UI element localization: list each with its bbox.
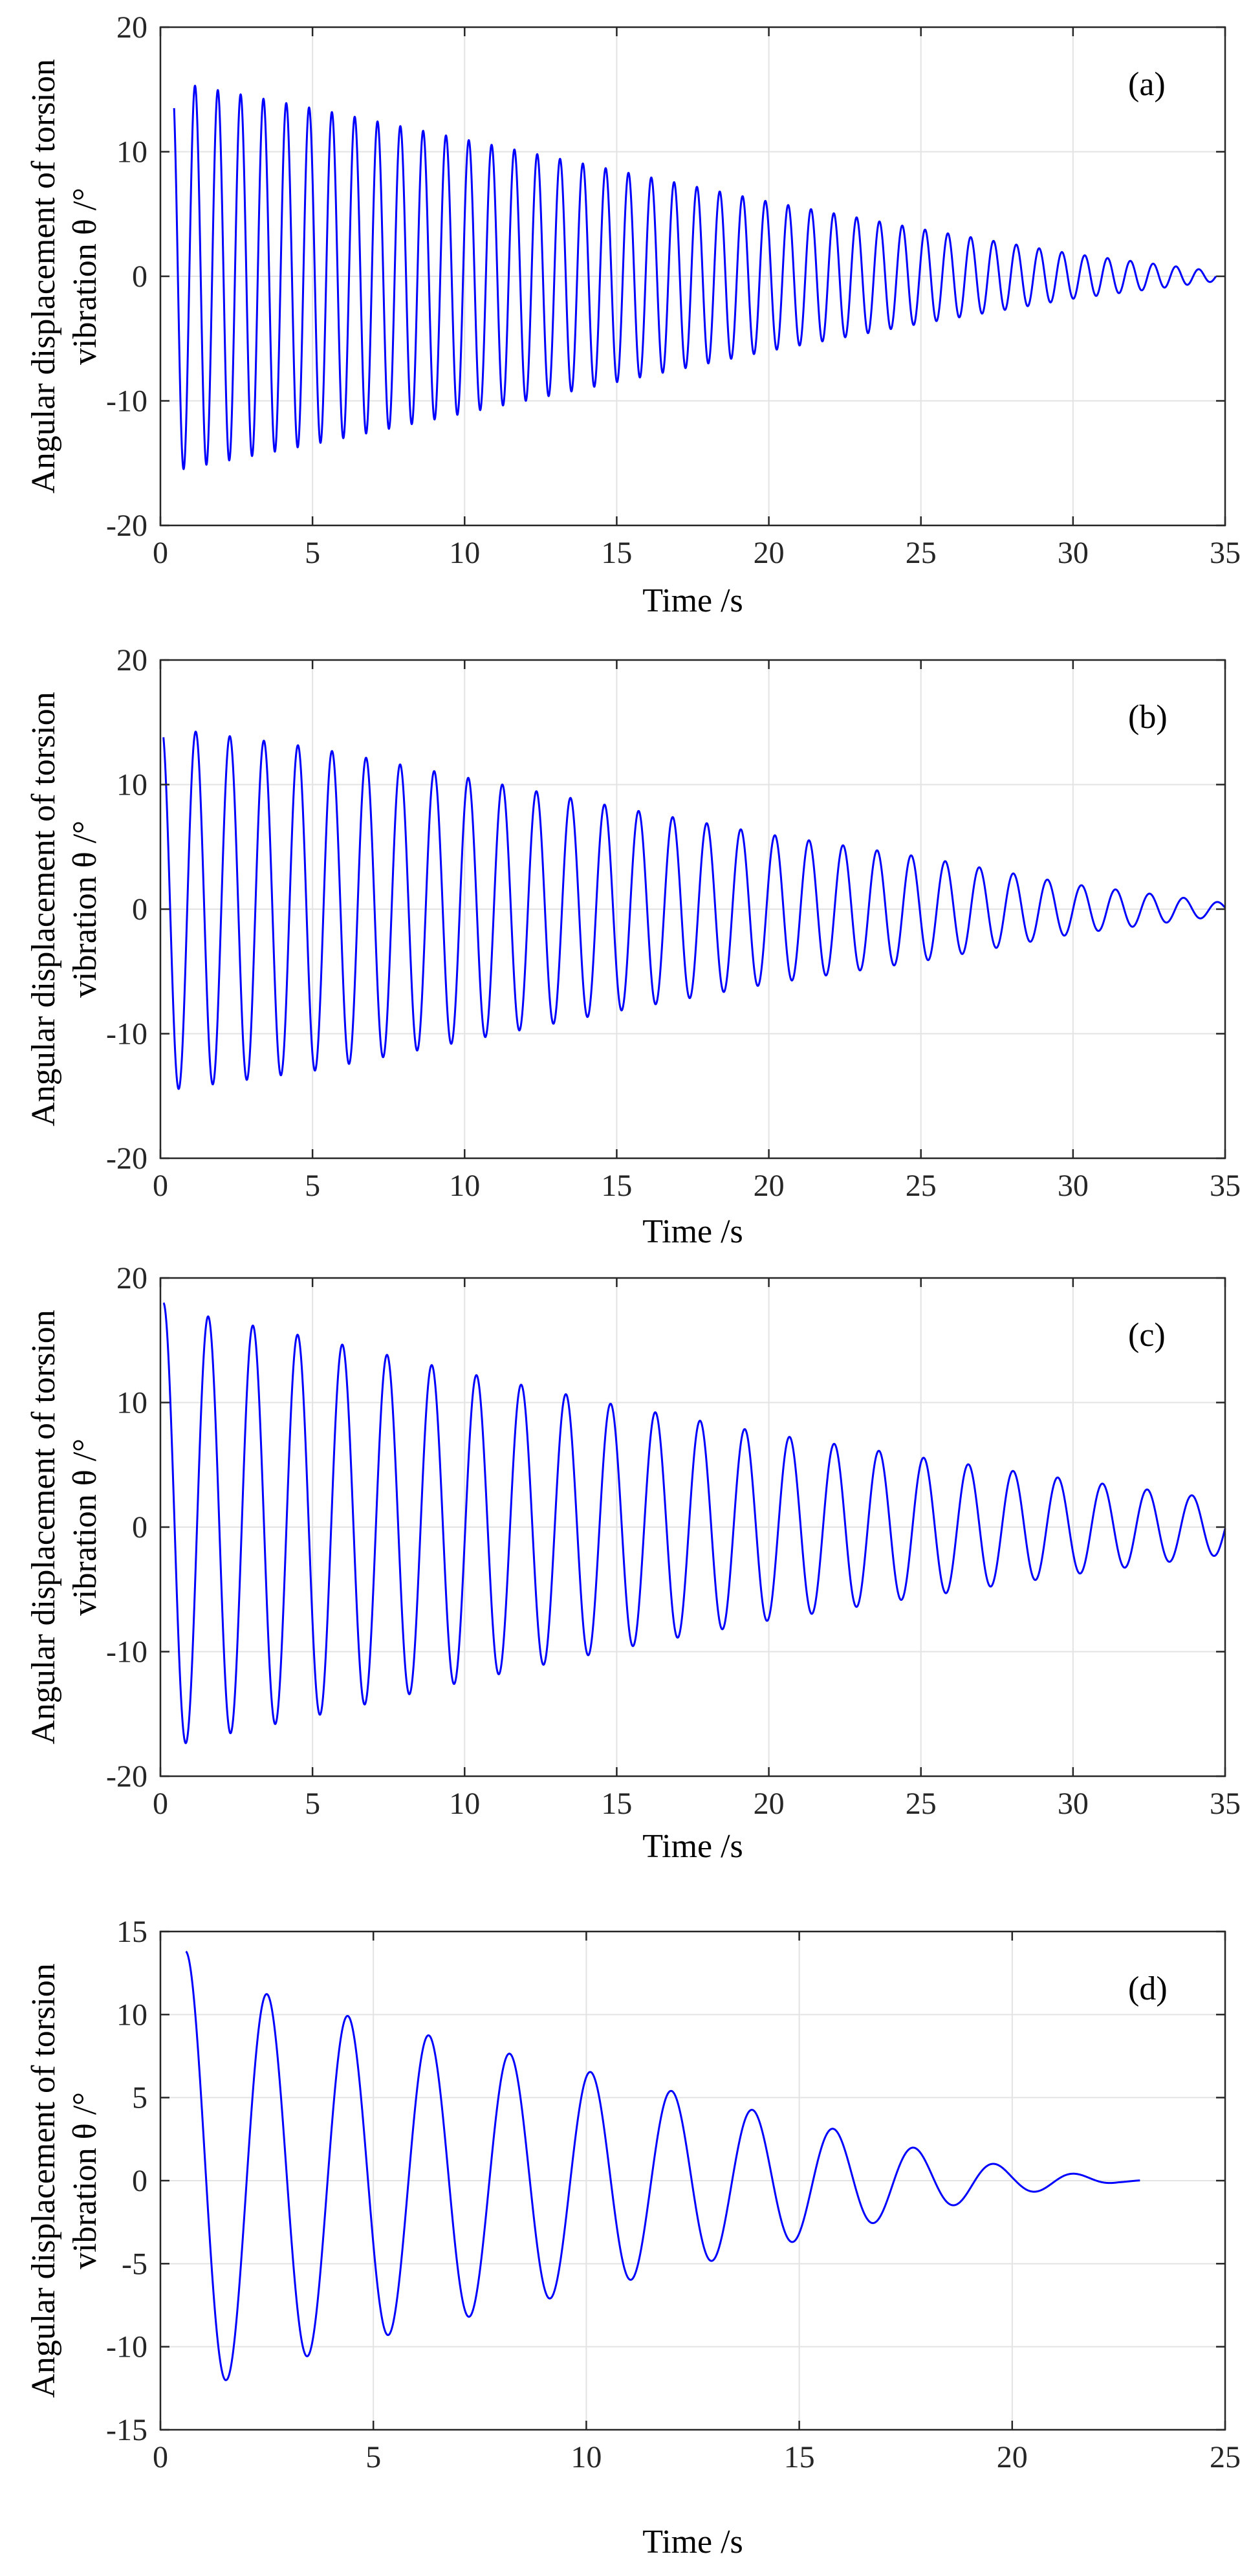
x-tick-label: 15 — [601, 1787, 632, 1821]
x-axis-label: Time /s — [642, 2524, 743, 2560]
y-axis-label-line1: Angular displacement of torsion — [25, 1310, 62, 1745]
x-axis-label: Time /s — [642, 1828, 743, 1865]
x-tick-label: 0 — [153, 2440, 168, 2474]
y-tick-label: -5 — [122, 2247, 147, 2281]
x-tick-label: 25 — [1210, 2440, 1240, 2474]
panel-c: 0 5 10 15 20 25 30 35 -20 -10 0 10 20 (c) Time /s Angul… — [25, 1261, 1240, 1865]
x-tick-label: 5 — [305, 536, 320, 570]
x-tick-label: 20 — [997, 2440, 1028, 2474]
y-tick-label: 15 — [116, 1915, 147, 1949]
x-tick-label: 20 — [754, 1169, 785, 1203]
y-axis-label-line2: vibration θ /° — [67, 188, 103, 365]
y-tick-label: -10 — [106, 1017, 147, 1051]
x-tick-label: 20 — [754, 536, 785, 570]
x-tick-label: 15 — [784, 2440, 815, 2474]
series-line-torsion-angle — [185, 1950, 1141, 2381]
x-tick-label: 5 — [305, 1169, 320, 1203]
y-tick-label: -15 — [106, 2413, 147, 2447]
x-tick-label: 20 — [754, 1787, 785, 1821]
y-tick-label: -20 — [106, 509, 147, 543]
x-tick-label: 0 — [153, 1169, 168, 1203]
panel-b: 0 5 10 15 20 25 30 35 -20 -10 0 10 20 (b) Time /s Angul… — [25, 643, 1240, 1250]
x-axis-label: Time /s — [642, 582, 743, 619]
y-tick-label: -10 — [106, 384, 147, 419]
x-tick-label: 10 — [571, 2440, 602, 2474]
y-tick-label: 10 — [116, 1998, 147, 2032]
y-axis-label-line1: Angular displacement of torsion — [25, 692, 62, 1127]
x-tick-label: 30 — [1058, 536, 1089, 570]
y-tick-label: 10 — [116, 1386, 147, 1420]
x-tick-label: 25 — [906, 1169, 937, 1203]
x-tick-label: 10 — [449, 1169, 480, 1203]
x-tick-label: 30 — [1058, 1787, 1089, 1821]
y-tick-label: 5 — [132, 2081, 147, 2115]
y-tick-label: 20 — [116, 10, 147, 45]
series-line-torsion-angle — [173, 84, 1217, 470]
x-tick-label: 35 — [1210, 1169, 1240, 1203]
x-tick-label: 0 — [153, 1787, 168, 1821]
y-tick-label: 20 — [116, 1261, 147, 1295]
x-tick-label: 25 — [906, 536, 937, 570]
x-tick-label: 15 — [601, 1169, 632, 1203]
panel-label: (d) — [1128, 1970, 1168, 2007]
panel-a: 0 5 10 15 20 25 30 35 -20 -10 0 10 20 (a) Time /s Angul… — [25, 10, 1240, 619]
y-tick-label: 0 — [132, 1510, 147, 1545]
y-tick-label: 10 — [116, 135, 147, 170]
y-tick-label: 20 — [116, 643, 147, 677]
series-line-torsion-angle — [162, 1302, 1226, 1745]
y-tick-label: 10 — [116, 768, 147, 802]
x-axis-label: Time /s — [642, 1213, 743, 1250]
y-tick-label: 0 — [132, 259, 147, 294]
series-line-torsion-angle — [162, 731, 1226, 1090]
y-axis-label-line2: vibration θ /° — [67, 820, 103, 998]
y-tick-label: -20 — [106, 1759, 147, 1794]
x-tick-label: 30 — [1058, 1169, 1089, 1203]
y-axis-label: Angular displacement of torsion vibration… — [25, 59, 103, 494]
panel-label: (c) — [1128, 1317, 1166, 1354]
panel-d: 0 5 10 15 20 25 -15 -10 -5 0 5 10 15 (d) Time /s Angula… — [25, 1915, 1240, 2560]
panel-label: (b) — [1128, 699, 1168, 736]
y-tick-label: -10 — [106, 1635, 147, 1669]
x-tick-label: 35 — [1210, 1787, 1240, 1821]
y-axis-label-line2: vibration θ /° — [67, 1438, 103, 1616]
x-tick-label: 35 — [1210, 536, 1240, 570]
y-tick-label: 0 — [132, 2164, 147, 2198]
x-tick-label: 25 — [906, 1787, 937, 1821]
y-axis-label-line1: Angular displacement of torsion — [25, 1963, 62, 2398]
y-tick-label: 0 — [132, 892, 147, 927]
panel-label: (a) — [1128, 66, 1166, 103]
y-tick-label: -20 — [106, 1141, 147, 1176]
x-tick-label: 10 — [449, 536, 480, 570]
x-tick-label: 10 — [449, 1787, 480, 1821]
y-axis-label: Angular displacement of torsion vibration… — [25, 692, 103, 1127]
x-tick-label: 0 — [153, 536, 168, 570]
x-tick-label: 5 — [305, 1787, 320, 1821]
y-axis-label: Angular displacement of torsion vibration… — [25, 1310, 103, 1745]
x-tick-label: 15 — [601, 536, 632, 570]
y-axis-label-line2: vibration θ /° — [67, 2092, 103, 2269]
x-tick-label: 5 — [365, 2440, 381, 2474]
y-tick-label: -10 — [106, 2330, 147, 2364]
y-axis-label: Angular displacement of torsion vibration… — [25, 1963, 103, 2398]
y-axis-label-line1: Angular displacement of torsion — [25, 59, 62, 494]
